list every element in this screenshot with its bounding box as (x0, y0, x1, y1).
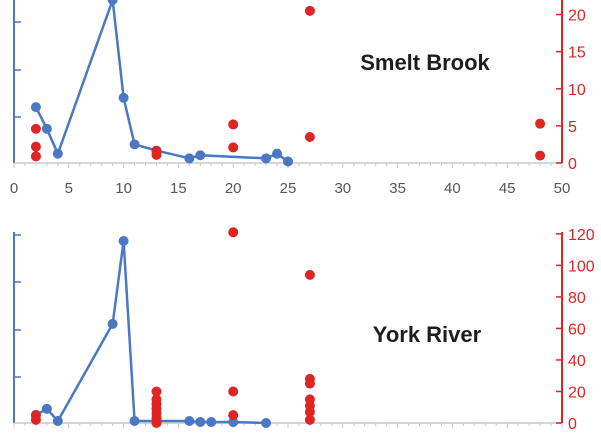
red-series-point (151, 149, 162, 160)
red-series-point (535, 150, 546, 161)
right-tick-label: 0 (568, 416, 577, 432)
blue-series-point (261, 153, 272, 164)
blue-series-point (129, 415, 140, 426)
x-tick-label: 0 (10, 180, 18, 197)
panel-smelt-brook: Smelt Brook 0 5 10 15 20 25 30 35 40 45 50 0 5 10 15 20 (10, 0, 586, 197)
right-tick-label: 5 (568, 119, 577, 136)
x-tick-label: 35 (389, 180, 406, 197)
red-series-point (304, 132, 315, 143)
right-tick-label: 20 (568, 384, 586, 401)
red-series-point (304, 378, 315, 389)
blue-series-point (195, 416, 206, 427)
blue-series-point (52, 148, 63, 159)
blue-series-point (41, 123, 52, 134)
x-tick-label: 20 (225, 180, 242, 197)
red-series-point (304, 414, 315, 425)
blue-series-point (206, 416, 217, 427)
blue-series-point (41, 403, 52, 414)
x-tick-label: 50 (554, 180, 571, 197)
right-tick-label: 20 (568, 8, 586, 25)
x-tick-label: 10 (115, 180, 132, 197)
blue-series-point (272, 148, 283, 159)
blue-series-line (34, 0, 289, 163)
right-tick-label: 0 (568, 156, 577, 173)
smelt-brook-title: Smelt Brook (360, 50, 490, 75)
red-series-point (30, 151, 41, 162)
york-river-title: York River (373, 322, 482, 347)
right-tick-label: 120 (568, 227, 595, 244)
blue-series-point (107, 318, 118, 329)
x-tick-label: 5 (65, 180, 73, 197)
blue-series-point (195, 150, 206, 161)
red-series-point (151, 418, 162, 428)
blue-series-point (184, 415, 195, 426)
right-tick-label: 100 (568, 258, 595, 275)
right-tick-label: 15 (568, 45, 586, 62)
x-tick-label: 45 (499, 180, 516, 197)
blue-series-point (118, 236, 129, 246)
blue-series-point (228, 416, 239, 427)
blue-series-point (184, 153, 195, 164)
panel-york-river: York River 0 20 40 60 80 100 120 (13, 227, 595, 433)
blue-series-point (283, 156, 293, 167)
x-tick-label: 40 (444, 180, 461, 197)
red-series-point (151, 386, 162, 397)
red-series-point (30, 123, 41, 134)
red-series-point (535, 118, 546, 129)
blue-series-point (129, 139, 140, 150)
right-tick-label: 80 (568, 290, 586, 307)
blue-series-point (118, 92, 129, 103)
blue-series-point (52, 415, 63, 426)
red-series-point (228, 142, 239, 153)
red-series-point (228, 227, 239, 238)
red-series-point (228, 119, 239, 130)
red-series-point (304, 269, 315, 280)
x-tick-label: 15 (170, 180, 187, 197)
red-series-point (30, 141, 41, 152)
right-tick-label: 60 (568, 321, 586, 338)
red-series-point (304, 5, 315, 16)
blue-series-point (261, 418, 272, 428)
right-tick-label: 10 (568, 82, 586, 99)
blue-series-point (30, 102, 41, 113)
red-series-point (228, 386, 239, 397)
red-series-point (228, 410, 239, 421)
x-tick-label: 30 (334, 180, 351, 197)
blue-series-point (107, 0, 118, 5)
x-tick-label: 25 (280, 180, 297, 197)
red-series-point (304, 406, 315, 417)
red-series-point (30, 414, 41, 425)
right-tick-label: 40 (568, 353, 586, 370)
